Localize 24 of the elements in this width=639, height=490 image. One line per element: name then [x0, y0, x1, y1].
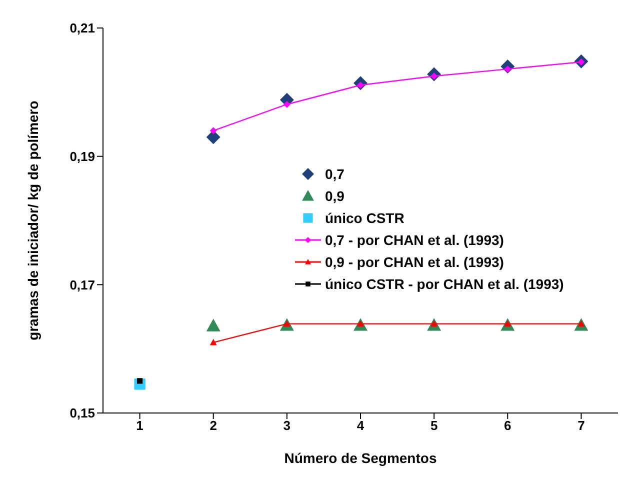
y-tick-label: 0,19 — [70, 148, 95, 164]
legend-label: 0,7 - por CHAN et al. (1993) — [325, 231, 504, 250]
legend-label: único CSTR — [325, 209, 404, 228]
legend-label: 0,9 — [325, 187, 344, 206]
x-tick-label: 6 — [504, 418, 512, 434]
x-tick-label: 1 — [136, 418, 144, 434]
y-axis-title: gramas de iniciador/ kg de polímero — [24, 100, 41, 340]
legend-label: 0,7 — [325, 165, 344, 184]
point — [283, 100, 290, 108]
point — [206, 130, 220, 144]
legend-label: único CSTR - por CHAN et al. (1993) — [325, 275, 564, 294]
point — [210, 127, 217, 134]
x-tick-label: 3 — [283, 418, 291, 434]
point — [210, 338, 217, 346]
y-tick-label: 0,21 — [70, 20, 95, 36]
x-tick-label: 2 — [210, 418, 217, 434]
legend-label: 0,9 - por CHAN et al. (1993) — [325, 253, 504, 272]
x-axis-title: Número de Segmentos — [284, 450, 437, 466]
y-tick-label: 0,17 — [70, 277, 95, 292]
x-tick-label: 7 — [578, 418, 585, 434]
x-tick-label: 4 — [356, 418, 365, 434]
x-tick-label: 5 — [430, 418, 438, 434]
y-tick-label: 0,15 — [70, 406, 95, 421]
point — [206, 318, 220, 332]
